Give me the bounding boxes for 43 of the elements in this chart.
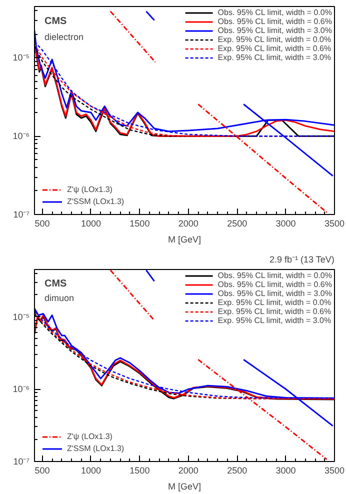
x-tick-label: 2000	[178, 218, 198, 228]
legend-label: Exp. 95% CL limit, width = 0.0%	[218, 298, 332, 307]
legend-label: Obs. 95% CL limit, width = 0.6%	[218, 280, 332, 289]
legend-label: Z'SSM (LOx1.3)	[67, 197, 124, 206]
y-tick-label: 10⁻⁵	[12, 312, 30, 322]
legend-label: Obs. 95% CL limit, width = 0.0%	[218, 8, 332, 17]
x-tick-label: 3500	[324, 218, 345, 228]
chart-title: 2.9 fb⁻¹ (13 TeV)	[269, 254, 334, 264]
legend-label: Z'SSM (LOx1.3)	[67, 444, 124, 453]
y-tick-label: 10⁻⁶	[12, 131, 30, 142]
legend-label: Exp. 95% CL limit, width = 3.0%	[218, 53, 332, 62]
x-tick-label: 1000	[80, 218, 102, 228]
legend-label: Obs. 95% CL limit, width = 3.0%	[218, 26, 332, 35]
legend-label: Exp. 95% CL limit, width = 0.0%	[218, 35, 332, 44]
x-tick-label: 2000	[178, 466, 198, 476]
x-tick-label: 1500	[130, 218, 150, 228]
x-axis-title: M [GeV]	[168, 482, 202, 492]
legend-label: Obs. 95% CL limit, width = 0.6%	[218, 17, 332, 26]
x-tick-label: 3500	[324, 466, 345, 476]
legend-label: Exp. 95% CL limit, width = 0.6%	[218, 44, 332, 53]
x-tick-label: 1000	[80, 466, 102, 476]
x-tick-label: 2500	[227, 218, 248, 228]
x-tick-label: 1500	[130, 466, 150, 476]
x-tick-label: 500	[34, 466, 50, 476]
legend-label: Exp. 95% CL limit, width = 0.6%	[218, 307, 332, 316]
annotation: CMS	[44, 278, 68, 290]
y-tick-label: 10⁻⁷	[13, 210, 30, 220]
legend-label: Exp. 95% CL limit, width = 3.0%	[218, 316, 332, 325]
x-tick-label: 3000	[276, 218, 296, 228]
legend-label: Z'ψ (LOx1.3)	[67, 185, 112, 194]
x-tick-label: 500	[34, 218, 50, 228]
legend-label: Obs. 95% CL limit, width = 3.0%	[218, 289, 332, 298]
x-tick-label: 2500	[227, 466, 248, 476]
annotation: CMS	[44, 16, 68, 28]
y-tick-label: 10⁻⁷	[13, 456, 30, 466]
annotation: dimuon	[44, 293, 74, 304]
y-tick-label: 10⁻⁵	[12, 52, 30, 63]
y-tick-label: 10⁻⁶	[12, 384, 30, 394]
x-tick-label: 3000	[276, 466, 296, 476]
annotation: dielectron	[44, 32, 84, 42]
x-axis-title: M [GeV]	[168, 234, 202, 244]
legend-label: Obs. 95% CL limit, width = 0.0%	[218, 271, 332, 280]
legend-label: Z'ψ (LOx1.3)	[67, 432, 112, 441]
